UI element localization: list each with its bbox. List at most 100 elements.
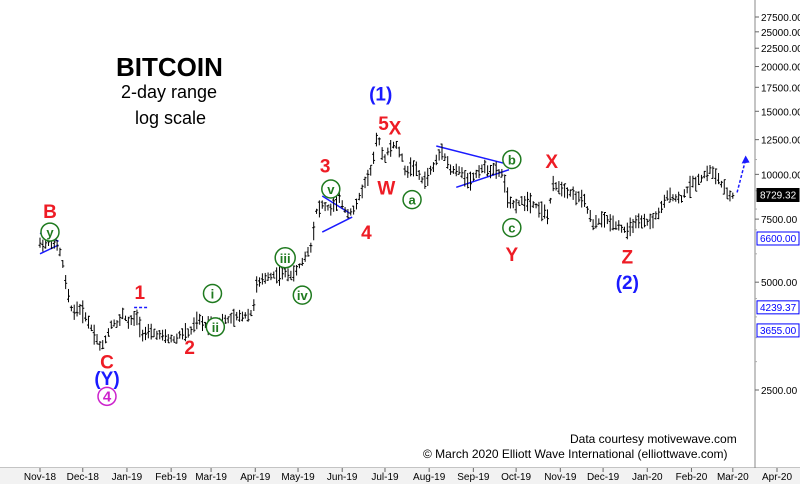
price-bar (172, 336, 176, 343)
wave-label: 2 (184, 338, 195, 359)
price-bar (149, 323, 153, 340)
price-bar (497, 169, 501, 177)
price-bar (511, 199, 515, 209)
price-bar (585, 206, 589, 214)
price-bar (178, 330, 182, 339)
price-bar (320, 200, 324, 209)
price-bar (121, 307, 125, 320)
price-bar (500, 168, 504, 178)
price-bar (323, 202, 327, 212)
price-bar (258, 277, 262, 287)
x-tick-label: Dec-19 (587, 472, 620, 483)
price-bar (64, 275, 68, 290)
wave-label-circle (205, 317, 226, 337)
wave-label: Y (506, 245, 519, 266)
price-bar (537, 201, 541, 218)
price-bar (486, 165, 490, 177)
price-bar (577, 191, 581, 203)
wave-label: W (377, 178, 395, 199)
y-tick-label: 22500.00 (761, 44, 800, 55)
price-bar (306, 247, 310, 257)
price-bar (466, 172, 470, 189)
price-bar (717, 173, 721, 185)
price-bar (255, 276, 259, 293)
price-bar (126, 316, 130, 329)
price-bar (526, 191, 530, 212)
price-bar (637, 213, 641, 229)
wave-label: X (545, 152, 558, 173)
wave-label-text: Y (506, 245, 519, 266)
price-bar (631, 218, 635, 233)
projection-arrow-head (741, 155, 750, 164)
price-bar (275, 267, 279, 284)
price-bar (531, 201, 535, 208)
price-bar (614, 221, 618, 230)
wave-label-text: 4 (361, 223, 372, 244)
price-bar (423, 171, 427, 189)
y-tick-label: 7500.00 (761, 215, 798, 226)
price-bar (92, 324, 96, 345)
price-bar (591, 219, 595, 231)
x-tick-label: Feb-20 (676, 472, 708, 483)
price-bar (731, 192, 735, 199)
price-bar (697, 173, 701, 186)
price-bar (106, 328, 110, 337)
price-bar (84, 312, 88, 322)
price-bar (69, 305, 73, 312)
price-bar (392, 141, 396, 149)
price-bar (55, 239, 59, 251)
price-bar (192, 317, 196, 333)
y-tick-label: 25000.00 (761, 28, 800, 39)
price-bar (58, 247, 62, 257)
price-bar (725, 187, 729, 200)
price-bar (434, 154, 438, 166)
price-bar (648, 213, 652, 230)
x-tick-label: Nov-18 (24, 472, 57, 483)
price-bar (483, 159, 487, 174)
price-marker-label: 4239.37 (760, 303, 797, 314)
price-bar (143, 326, 147, 341)
price-bar (611, 215, 615, 231)
wave-label-text: iv (297, 288, 309, 303)
price-bar (545, 209, 549, 225)
wave-label: b (502, 149, 522, 170)
price-bar (491, 162, 495, 176)
wave-label: (Y) (94, 369, 119, 390)
triangle-line-upper (436, 145, 507, 165)
price-bar (705, 165, 709, 182)
price-bar (380, 147, 384, 160)
price-bar (295, 264, 299, 276)
price-bar (332, 197, 336, 212)
price-bar (520, 196, 524, 206)
price-bar (243, 312, 247, 319)
price-bar (138, 316, 142, 338)
price-bar (642, 213, 646, 228)
x-tick-label: Jun-19 (327, 472, 358, 483)
x-tick-label: Dec-18 (67, 472, 100, 483)
price-bar (195, 311, 199, 330)
price-bar (394, 140, 398, 149)
price-bar (517, 200, 521, 206)
price-bar (252, 299, 256, 311)
price-bar (189, 326, 193, 335)
price-bar (443, 153, 447, 161)
price-bar (340, 200, 344, 209)
price-bar (560, 181, 564, 197)
wave-label-circle (97, 386, 117, 407)
wave-label-text: Z (622, 247, 634, 268)
price-bar (354, 198, 358, 210)
price-bar (146, 323, 150, 339)
wave-label-text: (1) (369, 85, 392, 106)
x-axis-band (0, 468, 800, 484)
price-bar (169, 334, 173, 343)
wave-label-text: y (46, 225, 54, 240)
price-bar (603, 212, 607, 228)
price-bar (166, 334, 170, 344)
price-bar (118, 314, 122, 326)
price-bar (95, 334, 99, 345)
price-bar (317, 200, 321, 218)
price-bar (543, 204, 547, 219)
x-tick-label: Sep-19 (457, 472, 490, 483)
